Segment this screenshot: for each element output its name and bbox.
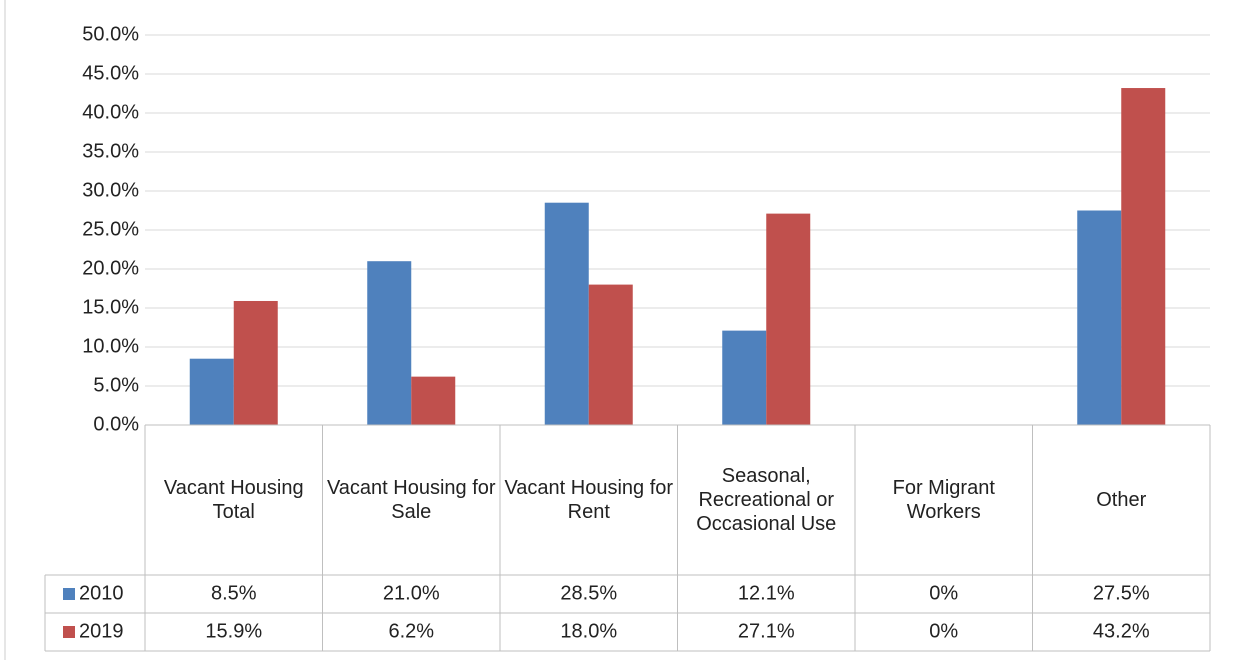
bar xyxy=(189,358,234,425)
table-value: 27.5% xyxy=(1093,582,1150,604)
x-tick-label: Seasonal, Recreational or Occasional Use xyxy=(696,465,837,535)
table-value: 0% xyxy=(929,582,958,604)
y-tick-label: 5.0% xyxy=(93,374,139,396)
legend-label: 2019 xyxy=(79,620,124,642)
bar xyxy=(766,213,811,425)
y-tick-label: 10.0% xyxy=(82,335,139,357)
table-value: 27.1% xyxy=(738,620,795,642)
bar xyxy=(233,300,278,425)
bar xyxy=(367,261,412,425)
table-value: 0% xyxy=(929,620,958,642)
table-value: 21.0% xyxy=(383,582,440,604)
x-tick-label: For Migrant Workers xyxy=(892,477,995,523)
table-value: 8.5% xyxy=(211,582,257,604)
bar xyxy=(588,284,633,425)
x-tick-label: Vacant Housing for Sale xyxy=(326,477,496,523)
y-tick-label: 45.0% xyxy=(82,62,139,84)
y-tick-label: 15.0% xyxy=(82,296,139,318)
category-cell: Vacant Housing for Rent xyxy=(504,477,674,523)
table-value: 28.5% xyxy=(560,582,617,604)
x-tick-label: Vacant Housing for Rent xyxy=(504,477,674,523)
category-cell: Vacant Housing Total xyxy=(163,477,304,523)
bar xyxy=(1077,210,1122,425)
table-value: 18.0% xyxy=(560,620,617,642)
table-value: 12.1% xyxy=(738,582,795,604)
table-value: 15.9% xyxy=(205,620,262,642)
table-value: 6.2% xyxy=(388,620,434,642)
y-tick-label: 0.0% xyxy=(93,413,139,435)
x-tick-label: Vacant Housing Total xyxy=(163,477,304,523)
bar xyxy=(1121,88,1166,425)
y-tick-label: 20.0% xyxy=(82,257,139,279)
bar xyxy=(411,376,456,425)
bar xyxy=(544,202,589,425)
category-cell: Vacant Housing for Sale xyxy=(326,477,496,523)
table-value: 43.2% xyxy=(1093,620,1150,642)
y-tick-label: 40.0% xyxy=(82,101,139,123)
category-cell: Other xyxy=(1096,489,1147,511)
category-cell: For Migrant Workers xyxy=(892,477,995,523)
y-tick-label: 25.0% xyxy=(82,218,139,240)
legend-swatch xyxy=(63,626,75,638)
x-tick-label: Other xyxy=(1096,489,1147,511)
bar xyxy=(722,330,767,425)
legend-swatch xyxy=(63,588,75,600)
category-cell: Seasonal, Recreational or Occasional Use xyxy=(696,465,837,535)
y-tick-label: 35.0% xyxy=(82,140,139,162)
y-tick-label: 50.0% xyxy=(82,23,139,45)
legend-label: 2010 xyxy=(79,582,124,604)
y-tick-label: 30.0% xyxy=(82,179,139,201)
